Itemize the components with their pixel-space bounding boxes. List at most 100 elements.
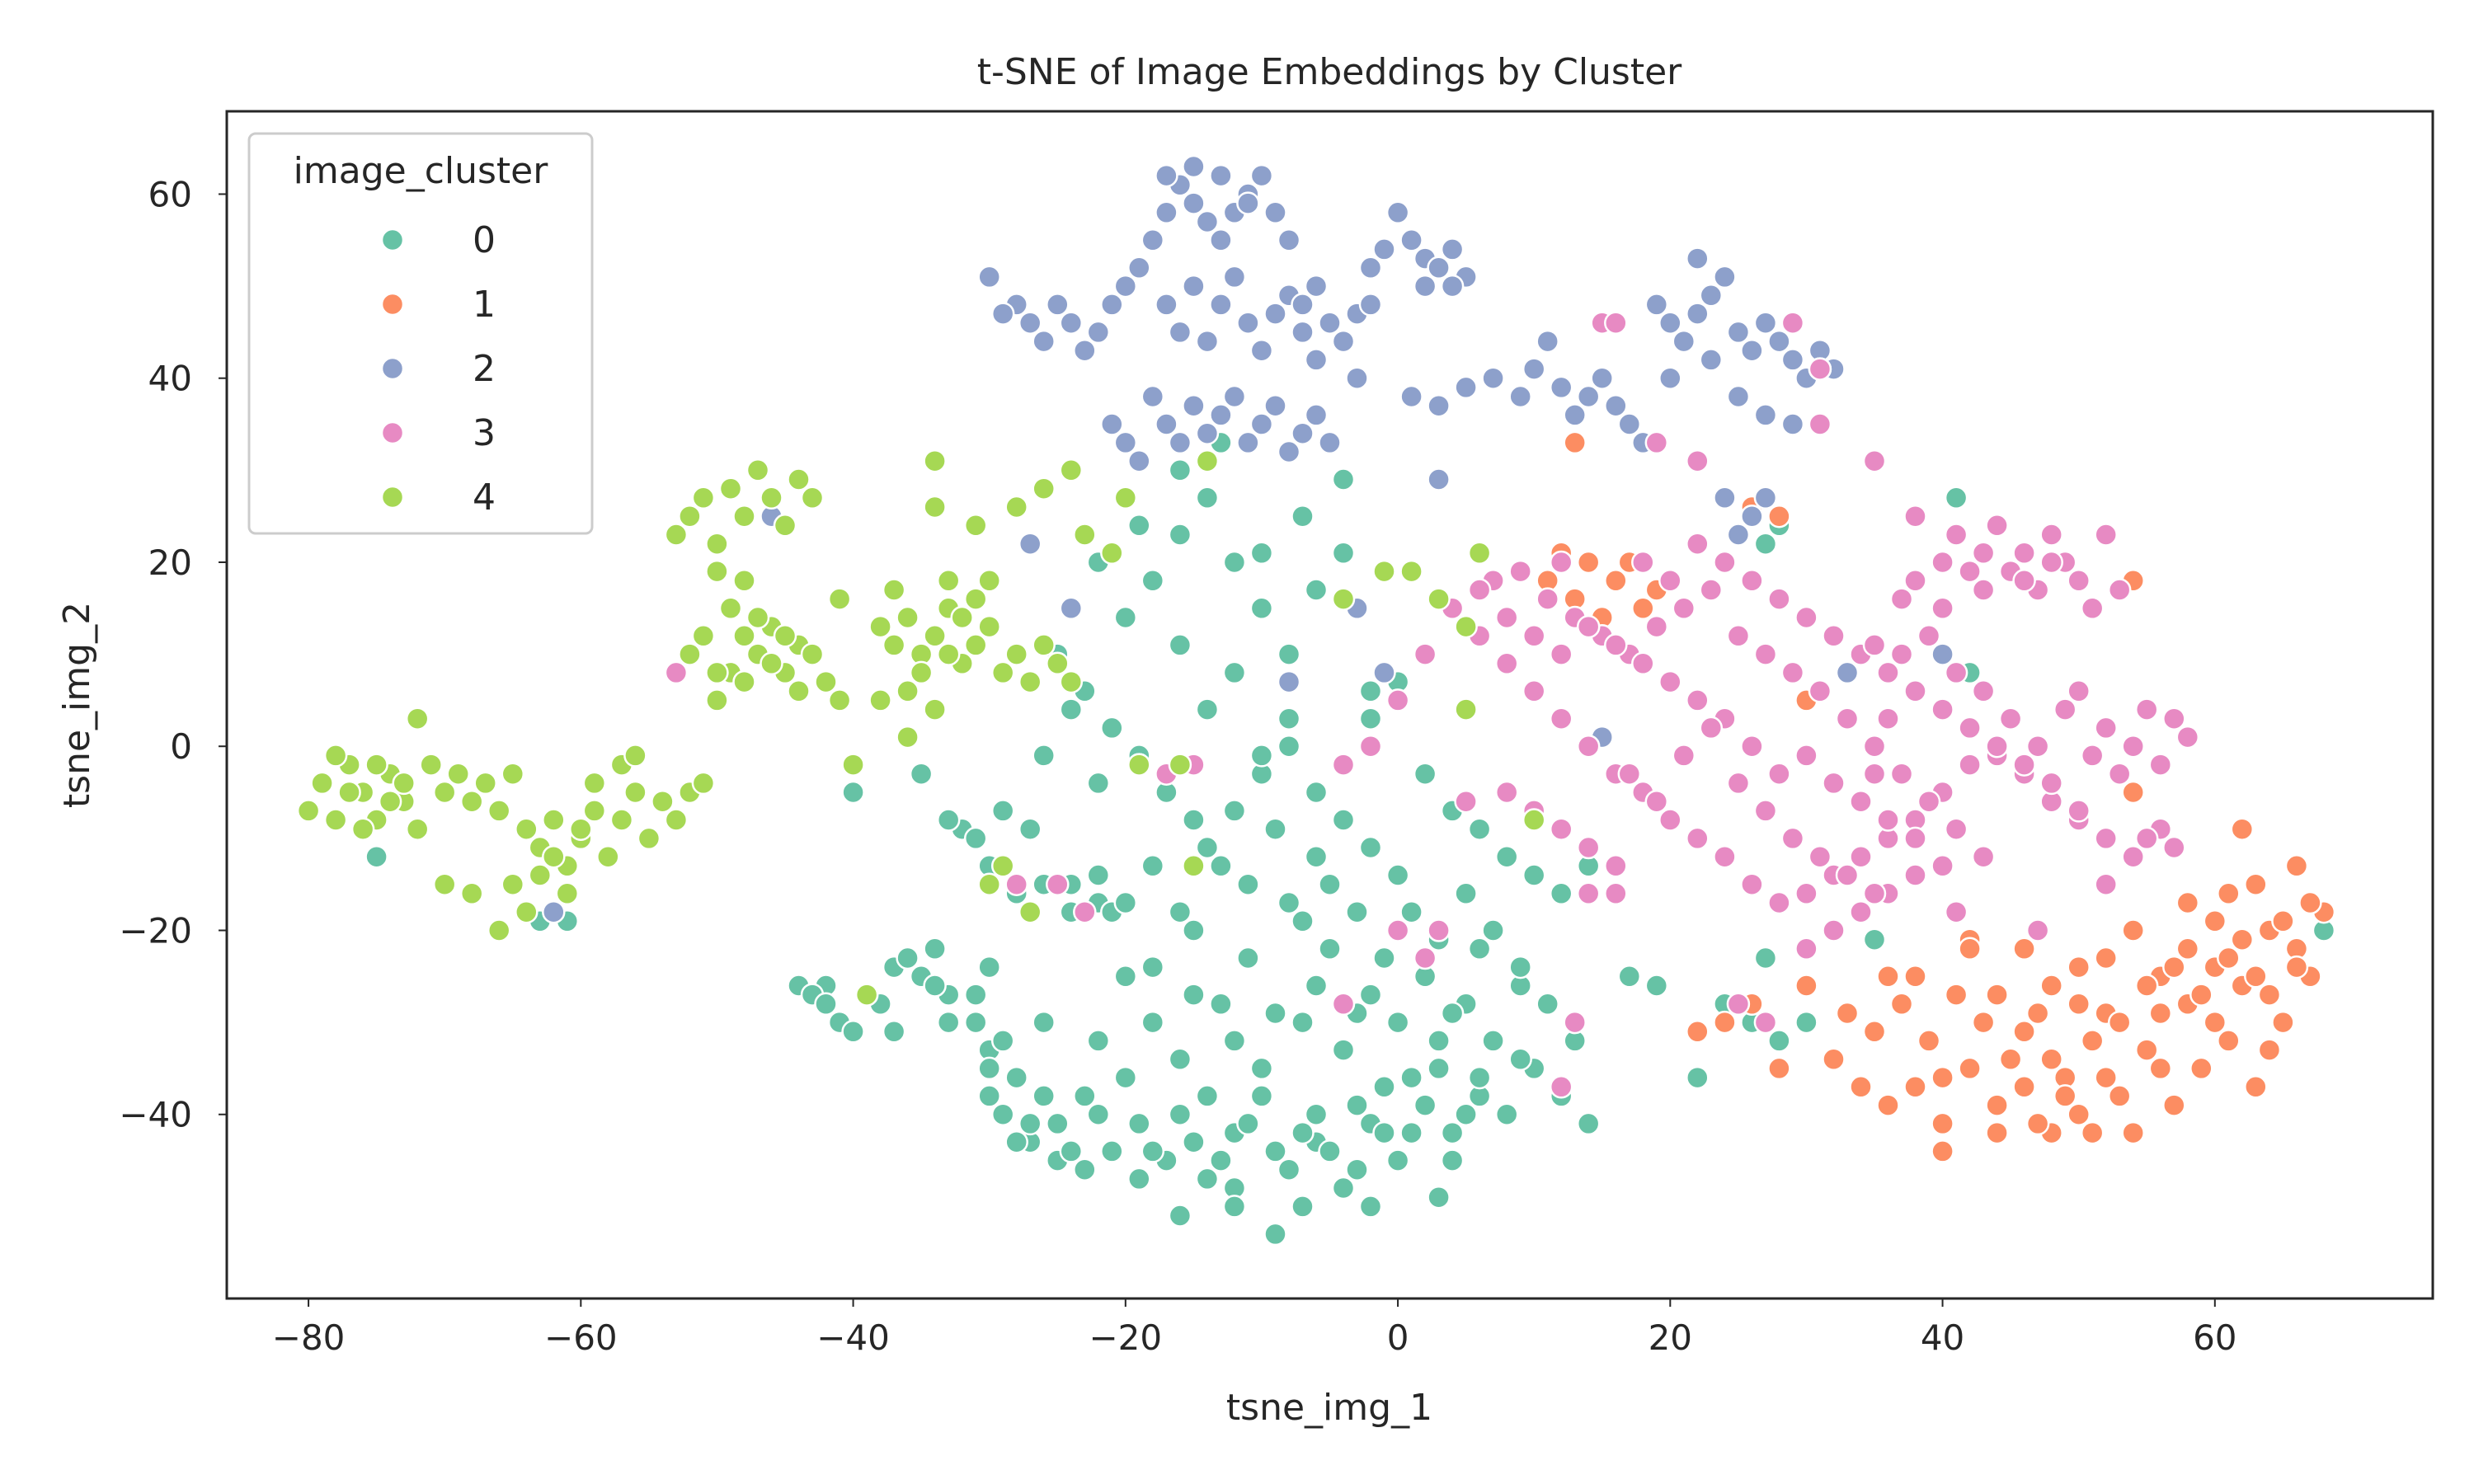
data-point xyxy=(1508,955,1532,979)
data-point xyxy=(1222,660,1247,685)
data-point xyxy=(1753,642,1778,666)
data-point xyxy=(1944,899,1968,924)
data-point xyxy=(1059,669,1084,694)
data-point xyxy=(1168,1047,1192,1072)
data-point xyxy=(1549,817,1573,841)
data-point xyxy=(1862,448,1887,473)
series-cluster-0 xyxy=(365,430,2336,1247)
data-point xyxy=(1182,191,1206,215)
data-point xyxy=(2053,697,2077,721)
data-point xyxy=(1168,523,1192,547)
data-point xyxy=(1794,744,1818,768)
data-point xyxy=(432,780,457,805)
data-point xyxy=(2025,918,2050,942)
data-point xyxy=(2203,909,2227,933)
data-point xyxy=(1086,320,1111,345)
data-point xyxy=(1372,946,1396,970)
data-point xyxy=(1494,844,1519,869)
data-point xyxy=(1549,1075,1573,1099)
data-point xyxy=(1944,817,1968,841)
data-point xyxy=(1195,835,1220,860)
data-point xyxy=(963,587,988,611)
data-point xyxy=(1304,348,1329,372)
data-point xyxy=(1958,937,1982,961)
data-point xyxy=(923,937,947,961)
data-point xyxy=(473,771,497,796)
data-point xyxy=(1263,393,1287,418)
data-point xyxy=(2257,983,2282,1007)
data-point xyxy=(1277,642,1301,666)
y-tick-label: −20 xyxy=(119,910,192,951)
data-point xyxy=(1549,881,1573,906)
data-point xyxy=(1182,983,1206,1007)
data-point xyxy=(1046,872,1070,896)
data-point xyxy=(1277,1158,1301,1181)
data-point xyxy=(1263,1001,1287,1026)
data-point xyxy=(2067,799,2091,823)
data-point xyxy=(1467,541,1492,566)
data-point xyxy=(1318,872,1342,896)
data-point xyxy=(651,789,675,814)
data-point xyxy=(1427,467,1451,491)
data-point xyxy=(745,458,770,482)
data-point xyxy=(2284,955,2309,979)
data-point xyxy=(1004,1065,1028,1090)
data-point xyxy=(814,992,838,1017)
data-point xyxy=(623,780,647,805)
data-point xyxy=(1631,651,1655,676)
data-point xyxy=(1767,890,1791,915)
data-point xyxy=(2039,523,2063,547)
data-point xyxy=(1195,1084,1220,1108)
data-point xyxy=(1427,256,1451,280)
data-point xyxy=(1958,559,1982,584)
data-point xyxy=(2134,697,2159,721)
data-point xyxy=(1358,1195,1383,1219)
data-point xyxy=(1168,458,1192,482)
data-point xyxy=(2012,753,2036,777)
data-point xyxy=(977,1056,1001,1081)
data-point xyxy=(1658,311,1682,335)
data-point xyxy=(2025,734,2050,758)
data-point xyxy=(1113,1065,1138,1090)
data-point xyxy=(1277,707,1301,730)
data-point xyxy=(1767,1029,1791,1053)
data-point xyxy=(1576,1111,1601,1136)
series-cluster-3 xyxy=(664,311,2200,1099)
legend-marker xyxy=(380,356,405,381)
data-point xyxy=(1971,541,1996,566)
data-point xyxy=(1100,1139,1124,1163)
data-point xyxy=(705,660,729,685)
data-point xyxy=(1494,605,1519,630)
data-point xyxy=(1454,789,1478,814)
chart-title: t-SNE of Image Embeddings by Cluster xyxy=(977,51,1682,93)
data-point xyxy=(1658,808,1682,832)
data-point xyxy=(1808,357,1832,381)
data-point xyxy=(1780,311,1805,335)
data-point xyxy=(963,1010,988,1035)
data-point xyxy=(1195,209,1220,234)
data-point xyxy=(1644,430,1669,455)
data-point xyxy=(896,679,920,703)
data-point xyxy=(1127,753,1151,777)
data-point xyxy=(909,660,934,685)
data-point xyxy=(1549,707,1573,730)
data-point xyxy=(1876,707,1900,730)
data-point xyxy=(1672,329,1696,354)
legend-label: 0 xyxy=(473,219,496,261)
data-point xyxy=(2067,955,2091,979)
data-point xyxy=(678,504,702,528)
data-point xyxy=(1427,918,1451,942)
data-point xyxy=(1427,1056,1451,1081)
data-point xyxy=(868,688,892,712)
y-axis-label: tsne_img_2 xyxy=(56,602,98,808)
data-point xyxy=(990,660,1015,685)
data-point xyxy=(990,1029,1015,1053)
data-point xyxy=(1249,541,1274,566)
data-point xyxy=(1032,744,1056,768)
data-point xyxy=(501,872,525,896)
data-point xyxy=(2203,1010,2227,1035)
data-point xyxy=(963,826,988,851)
data-point xyxy=(1903,569,1927,593)
data-point xyxy=(1944,660,1968,685)
data-point xyxy=(1686,448,1710,473)
